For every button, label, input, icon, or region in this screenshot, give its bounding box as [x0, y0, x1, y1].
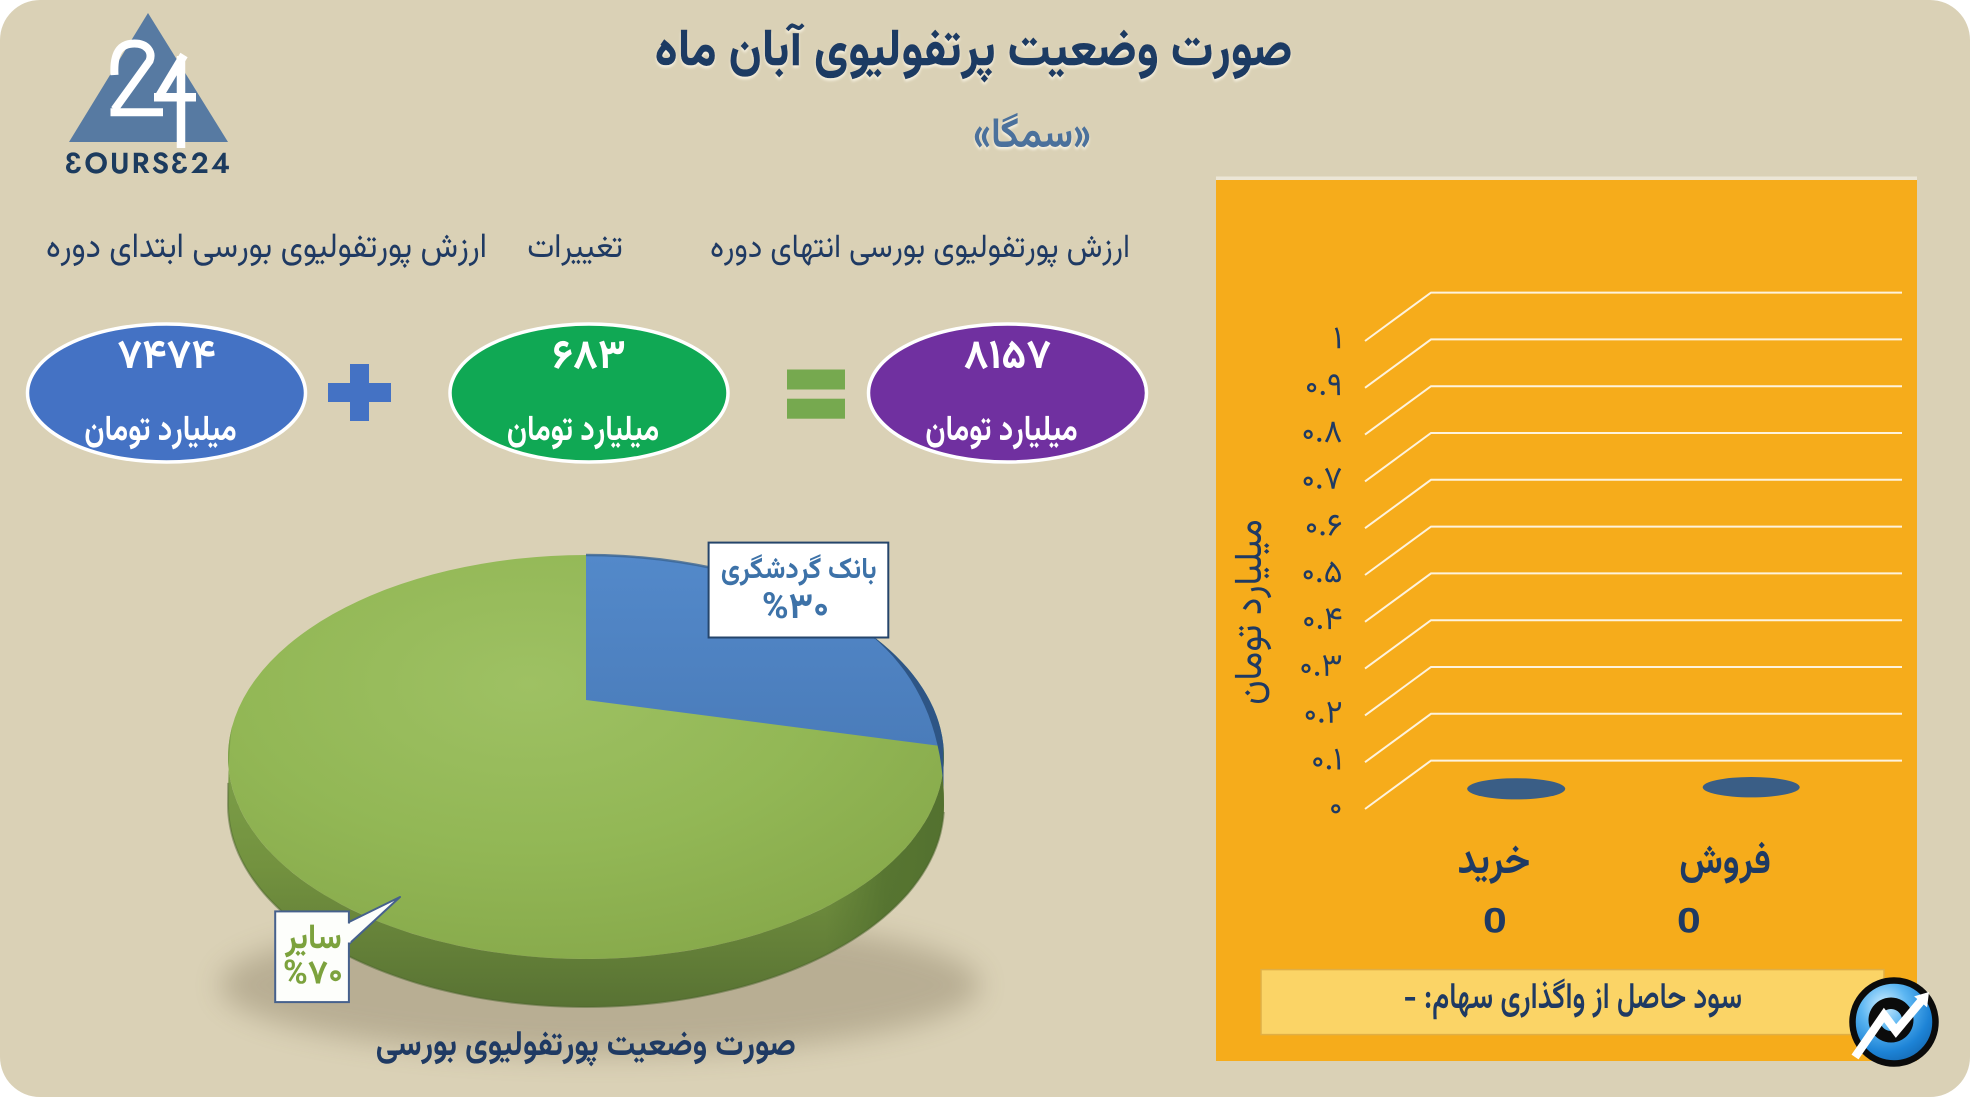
svg-text:0: 0 [1677, 902, 1701, 941]
svg-text:0: 0 [1483, 902, 1507, 941]
